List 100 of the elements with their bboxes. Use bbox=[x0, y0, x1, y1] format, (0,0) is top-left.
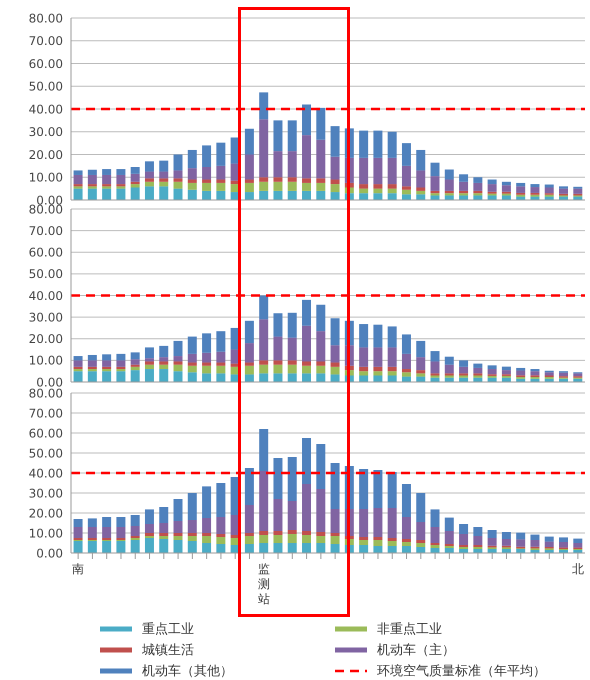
bar bbox=[259, 543, 268, 553]
bar bbox=[116, 371, 126, 382]
bar bbox=[444, 518, 454, 531]
bar bbox=[416, 357, 426, 370]
bar bbox=[144, 161, 154, 172]
bar bbox=[388, 538, 397, 541]
bar bbox=[359, 371, 368, 376]
bar bbox=[373, 184, 382, 189]
bar bbox=[430, 373, 440, 376]
bar bbox=[373, 158, 382, 184]
bar bbox=[244, 182, 254, 192]
bar bbox=[402, 542, 411, 546]
bar bbox=[373, 508, 382, 537]
bar bbox=[416, 543, 426, 547]
bar bbox=[359, 540, 368, 545]
bar bbox=[174, 178, 183, 182]
bar bbox=[130, 515, 140, 526]
bar bbox=[102, 541, 112, 553]
bar bbox=[174, 364, 183, 372]
bar bbox=[216, 366, 226, 374]
bar bbox=[359, 347, 368, 367]
y-tick-label: 40.00 bbox=[28, 466, 63, 480]
bar bbox=[273, 177, 282, 182]
bar bbox=[544, 536, 554, 542]
bar bbox=[516, 186, 526, 193]
bar bbox=[174, 533, 183, 536]
bar bbox=[430, 545, 440, 548]
y-tick-label: 70.00 bbox=[28, 224, 63, 238]
bar bbox=[359, 130, 368, 158]
bar bbox=[74, 366, 83, 370]
bar bbox=[430, 527, 440, 543]
bar bbox=[202, 362, 212, 366]
bar bbox=[359, 545, 368, 553]
bar bbox=[530, 540, 540, 547]
bar bbox=[259, 429, 268, 471]
bar bbox=[273, 151, 282, 178]
bar bbox=[302, 135, 312, 178]
bar bbox=[373, 324, 382, 348]
bar bbox=[430, 548, 440, 553]
bar bbox=[288, 530, 297, 534]
bar bbox=[416, 376, 426, 382]
bar bbox=[116, 541, 126, 553]
bar bbox=[373, 188, 382, 194]
bar bbox=[459, 373, 468, 376]
bar bbox=[116, 366, 126, 370]
bar bbox=[88, 527, 97, 538]
bar bbox=[316, 140, 326, 178]
bar bbox=[259, 319, 268, 360]
bar bbox=[359, 376, 368, 382]
bar bbox=[216, 483, 226, 517]
bar bbox=[188, 520, 197, 533]
bar bbox=[130, 184, 140, 188]
bar bbox=[359, 469, 368, 509]
bar bbox=[288, 177, 297, 182]
bar bbox=[330, 544, 340, 553]
bar bbox=[444, 531, 454, 544]
bar bbox=[188, 533, 197, 536]
bar bbox=[188, 150, 197, 168]
bar bbox=[74, 188, 83, 200]
bar bbox=[130, 540, 140, 553]
bar bbox=[573, 543, 582, 548]
bar bbox=[130, 370, 140, 382]
bar bbox=[174, 371, 183, 382]
bar bbox=[316, 373, 326, 382]
bar bbox=[244, 362, 254, 366]
bar bbox=[116, 360, 126, 367]
bar bbox=[402, 484, 411, 517]
bar bbox=[88, 188, 97, 200]
legend-label: 重点工业 bbox=[142, 620, 194, 638]
bar bbox=[159, 346, 168, 358]
bar bbox=[216, 180, 226, 183]
bar bbox=[288, 338, 297, 360]
bar bbox=[416, 373, 426, 377]
bar bbox=[502, 185, 511, 192]
bar bbox=[116, 169, 126, 175]
bar bbox=[473, 527, 482, 536]
bar bbox=[130, 167, 140, 174]
bar bbox=[388, 188, 397, 194]
bar bbox=[359, 158, 368, 184]
bar bbox=[144, 178, 154, 182]
bar bbox=[273, 120, 282, 152]
bar bbox=[202, 518, 212, 533]
bar bbox=[244, 320, 254, 344]
y-tick-label: 50.00 bbox=[28, 80, 63, 94]
bar bbox=[359, 188, 368, 194]
bar bbox=[130, 187, 140, 200]
bar bbox=[288, 182, 297, 191]
bar bbox=[144, 364, 154, 370]
bar bbox=[316, 536, 326, 543]
bar bbox=[288, 501, 297, 530]
bar bbox=[244, 505, 254, 533]
bar bbox=[444, 180, 454, 191]
bar bbox=[144, 358, 154, 362]
bar bbox=[202, 366, 212, 374]
bar bbox=[174, 361, 183, 365]
bar bbox=[330, 180, 340, 184]
bar bbox=[430, 162, 440, 176]
bar bbox=[144, 347, 154, 358]
bar bbox=[530, 184, 540, 188]
bar bbox=[373, 546, 382, 553]
